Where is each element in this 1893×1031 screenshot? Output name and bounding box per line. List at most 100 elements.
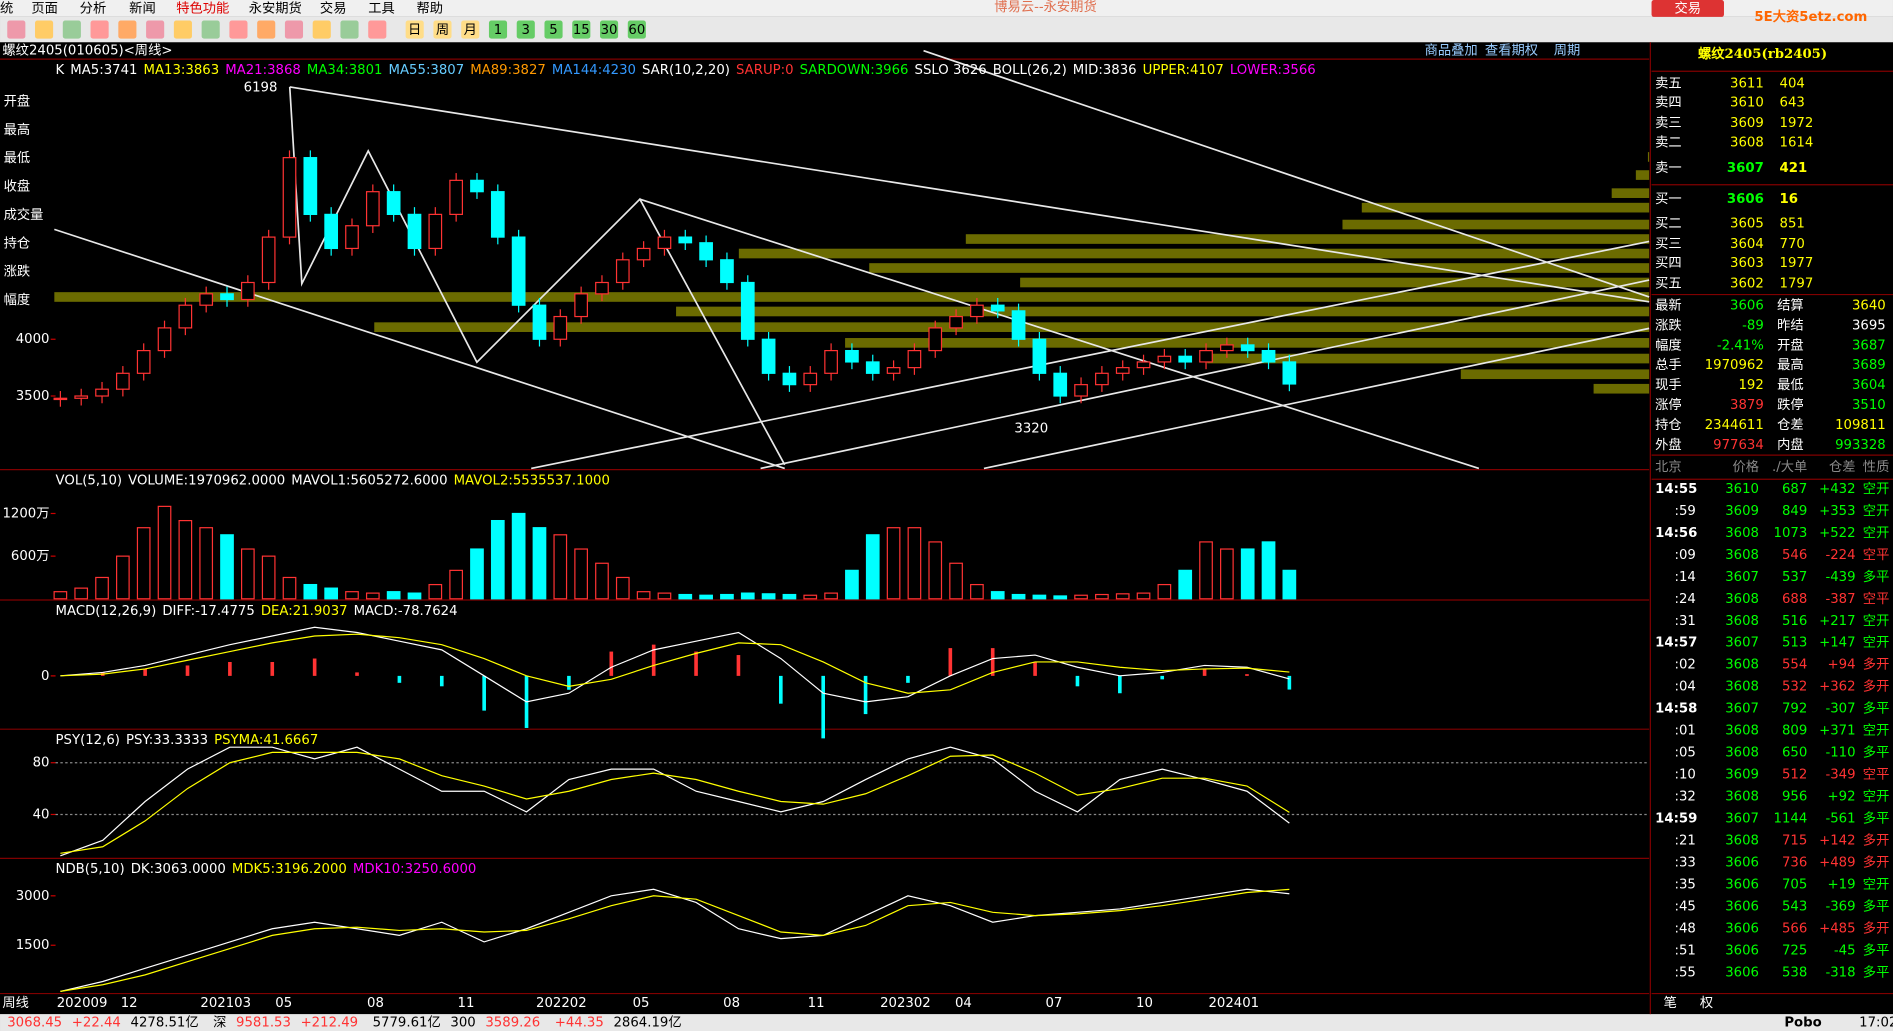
indicator-line [60,888,1290,992]
tool-icon[interactable] [229,20,248,39]
tick-price: 3610 [1725,482,1759,497]
profile-bar [1207,353,1650,364]
status-time: 17:02 [1859,1016,1893,1031]
side-label: 最高 [4,121,31,138]
tool-icon[interactable] [35,20,54,39]
candle [740,281,755,340]
candle [53,397,68,401]
tick-price: 3606 [1725,921,1759,936]
book-price: 3607 [1727,161,1764,176]
tool-icon[interactable] [572,20,591,39]
tool-icon[interactable] [368,20,387,39]
candle [970,304,984,318]
header-link[interactable]: 周期 [1554,43,1581,59]
x-tick-label: 202302 [880,996,931,1011]
quote-tab[interactable]: 笔 [1664,995,1677,1011]
tick-time: :14 [1674,570,1695,585]
tick-nature: 空开 [1863,503,1890,519]
book-label: 买三 [1655,236,1682,252]
tick-change: +94 [1828,658,1856,673]
tick-price: 3607 [1725,812,1759,827]
tick-price: 3607 [1725,636,1759,651]
tick-time: 14:59 [1655,812,1697,827]
tool-icon[interactable] [201,20,220,39]
tick-time: :33 [1674,855,1695,870]
tool-icon[interactable] [146,20,165,39]
tick-nature: 多开 [1863,831,1890,848]
profile-bar [1342,219,1650,230]
tool-icon[interactable] [173,20,192,39]
tick-price: 3609 [1725,768,1759,783]
x-tick-label: 202401 [1208,996,1259,1011]
tool-icon[interactable] [600,20,619,39]
tick-price: 3608 [1725,658,1759,673]
indicator-line [60,626,1290,703]
tool-icon[interactable] [433,20,452,39]
tool-icon[interactable] [7,20,26,39]
menu-item: 帮助 [417,0,444,16]
tool-icon[interactable] [488,20,508,39]
toolbar [0,16,1893,43]
tool-icon[interactable] [544,20,563,39]
tick-time: 14:57 [1655,636,1697,651]
tick-time: :35 [1674,877,1695,892]
candle [345,225,359,250]
tool-icon[interactable] [90,20,109,39]
indicator-label: MA5:3741 [70,63,137,78]
tick-nature: 空平 [1863,547,1890,563]
book-label: 卖四 [1655,95,1682,111]
volume-bar [470,548,484,600]
indicator-label: PSYMA:41.6667 [214,733,318,748]
status-item: +44.35 [555,1016,604,1031]
tool-icon[interactable] [118,20,137,39]
volume-bar [699,594,713,600]
volume-bar [324,587,339,600]
tick-volume: 516 [1782,614,1807,629]
candle [886,367,901,374]
profile-bar [374,322,1650,332]
indicator-label: MA34:3801 [307,63,383,78]
volume-bar [407,592,422,600]
tick-header: 仓差 [1829,459,1856,475]
profile-bar [738,248,1650,259]
tick-nature: 多开 [1863,919,1890,936]
tick-nature: 多开 [1863,656,1890,673]
tick-volume: 688 [1782,592,1807,607]
stat-label: 仓差 [1777,417,1804,433]
candle [1220,344,1234,352]
tick-change: -45 [1834,943,1856,958]
candle [1261,349,1276,363]
tick-price: 3608 [1725,614,1759,629]
tool-icon[interactable] [340,20,359,39]
profile-bar [869,263,1650,273]
status-item: 3068.45 [7,1016,62,1031]
volume-bar [303,583,318,600]
tick-nature: 多开 [1863,678,1890,695]
candle [490,191,505,238]
tool-icon[interactable] [405,20,424,39]
book-volume: 851 [1780,216,1805,231]
x-tick-label: 04 [955,996,972,1011]
header-link[interactable]: 查看期权 [1485,42,1538,59]
candle [657,236,672,250]
trade-button-bg[interactable] [1651,0,1724,17]
header-link[interactable]: 商品叠加 [1425,43,1478,59]
tool-icon[interactable] [516,20,535,39]
stat-label: 开盘 [1777,336,1804,353]
tool-icon[interactable] [627,20,646,39]
candle [532,304,547,340]
tool-icon[interactable] [312,20,331,39]
tool-icon[interactable] [257,20,276,39]
stat-label: 现手 [1655,377,1682,393]
tick-volume: 537 [1782,570,1807,585]
tool-icon[interactable] [461,20,480,39]
tick-price: 3606 [1725,943,1759,958]
tool-label: 5 [549,23,557,38]
profile-bar [1460,369,1650,380]
tool-icon[interactable] [62,20,81,39]
tick-change: +19 [1828,877,1856,892]
quote-tab[interactable]: 权 [1700,994,1713,1011]
side-label: 成交量 [4,206,44,223]
tool-icon[interactable] [284,20,304,39]
